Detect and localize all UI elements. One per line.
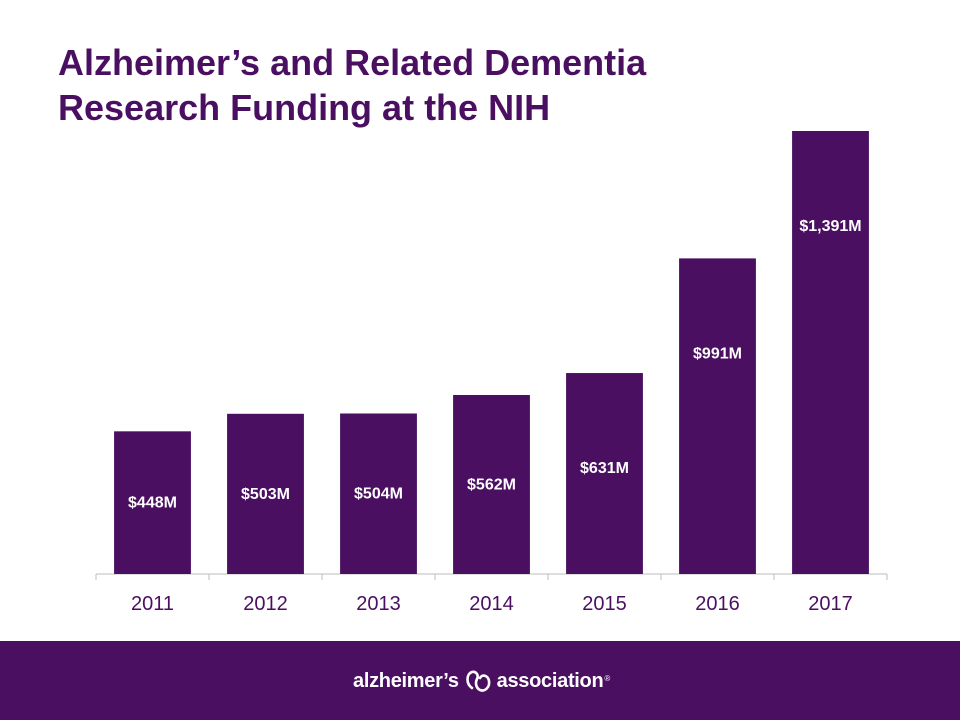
- data-label-2014: $562M: [467, 477, 516, 494]
- data-label-2017: $1,391M: [799, 218, 861, 235]
- x-tick-label-2016: 2016: [695, 593, 740, 615]
- alzheimers-association-symbol-icon: [465, 670, 491, 692]
- x-tick-label-2014: 2014: [469, 593, 514, 615]
- data-label-2016: $991M: [693, 345, 742, 362]
- x-tick-label-2011: 2011: [131, 593, 174, 615]
- alzheimers-association-logo: alzheimer’s association ®: [353, 666, 610, 696]
- footer-band: [0, 641, 960, 720]
- registered-mark: ®: [604, 674, 611, 683]
- data-label-2013: $504M: [354, 486, 403, 503]
- logo-word-left: alzheimer’s: [353, 669, 459, 692]
- data-label-2011: $448M: [128, 495, 177, 512]
- x-tick-label-2012: 2012: [243, 593, 288, 615]
- bar-2011: [114, 431, 191, 574]
- bar-2015: [566, 373, 643, 574]
- chart-title: Alzheimer’s and Related Dementia Researc…: [58, 40, 898, 130]
- data-label-2015: $631M: [580, 460, 629, 477]
- bar-2013: [340, 413, 417, 574]
- chart-title-line-2: Research Funding at the NIH: [58, 87, 551, 128]
- x-tick-label-2013: 2013: [356, 593, 401, 615]
- bar-2012: [227, 413, 304, 574]
- bar-2017: [792, 131, 869, 574]
- x-tick-label-2017: 2017: [808, 593, 853, 615]
- x-tick-label-2015: 2015: [582, 593, 627, 615]
- logo-word-right: association: [496, 669, 604, 692]
- bar-chart: $448M 2011 $503M 2012 $504M 2013 $562M 2014 $631…: [95, 131, 888, 615]
- data-label-2012: $503M: [241, 486, 290, 503]
- chart-title-line-1: Alzheimer’s and Related Dementia: [58, 42, 647, 83]
- bar-2016: [679, 258, 756, 574]
- bar-2014: [453, 395, 530, 574]
